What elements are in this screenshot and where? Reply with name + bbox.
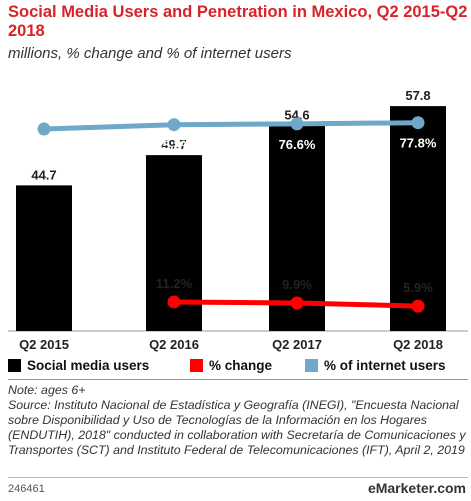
chart-notes: Note: ages 6+ Source: Instituto Nacional…	[8, 383, 468, 458]
x-tick-q2-2018: Q2 2018	[393, 337, 443, 352]
pct-internet-users-line	[41, 120, 421, 132]
chart-subtitle: millions, % change and % of internet use…	[8, 45, 292, 62]
bar-q2-2015	[16, 185, 72, 331]
bar-label-q2-2016: 49.7	[161, 137, 186, 152]
chart-legend: Social media users % change % of interne…	[8, 358, 470, 378]
pct-internet-users-point-q2-2017	[290, 117, 304, 131]
legend-label-social-media-users: Social media users	[27, 358, 150, 373]
pct-internet-users-label-q2-2015: 71.5%	[26, 142, 63, 157]
legend-swatch-pct-internet-users	[305, 359, 318, 372]
legend-swatch-pct-change	[190, 359, 203, 372]
pct-internet-users-label-q2-2016: 75.8%	[156, 138, 193, 153]
pct-internet-users-point-q2-2015	[37, 122, 51, 136]
pct-internet-users-point-q2-2018	[411, 116, 425, 130]
legend-divider	[8, 379, 468, 380]
bar-label-q2-2018: 57.8	[405, 88, 430, 103]
legend-swatch-social-media-users	[8, 359, 21, 372]
chart-title: Social Media Users and Penetration in Me…	[8, 3, 468, 40]
legend-label-pct-change: % change	[209, 358, 273, 373]
chart-note: Note: ages 6+	[8, 383, 86, 397]
legend-item-social-media-users: Social media users	[8, 358, 149, 373]
x-tick-q2-2016: Q2 2016	[149, 337, 199, 352]
legend-item-pct-internet-users: % of internet users	[305, 358, 446, 373]
brand-logo: eMarketer.com	[367, 480, 466, 496]
footer-divider	[8, 477, 468, 478]
pct-change-label-q2-2016: 11.2%	[156, 276, 193, 291]
chart-id: 246461	[8, 483, 45, 495]
legend-label-pct-internet-users: % of internet users	[324, 358, 446, 373]
bar-q2-2018	[390, 106, 446, 331]
chart-source: Source: Instituto Nacional de Estadístic…	[8, 398, 466, 457]
legend-item-pct-change: % change	[190, 358, 272, 373]
chart-plot: 44.7 49.7 54.6 57.8 Q2 2015 Q2 2016 Q2 2017 Q2 …	[8, 88, 468, 352]
x-tick-q2-2015: Q2 2015	[19, 337, 69, 352]
pct-change-point-q2-2018	[411, 299, 425, 313]
bar-label-q2-2015: 44.7	[31, 167, 56, 182]
pct-change-point-q2-2016	[167, 295, 181, 309]
pct-change-label-q2-2017: 9.9%	[282, 277, 312, 292]
pct-internet-users-label-q2-2018: 77.8%	[400, 136, 437, 151]
footer: 246461 eMarketer.com	[8, 480, 468, 498]
x-tick-q2-2017: Q2 2017	[272, 337, 322, 352]
pct-internet-users-label-q2-2017: 76.6%	[279, 137, 316, 152]
pct-internet-users-point-q2-2016	[167, 118, 181, 132]
bar-label-q2-2017: 54.6	[284, 107, 309, 122]
pct-change-point-q2-2017	[290, 296, 304, 310]
pct-change-label-q2-2018: 5.9%	[403, 280, 433, 295]
